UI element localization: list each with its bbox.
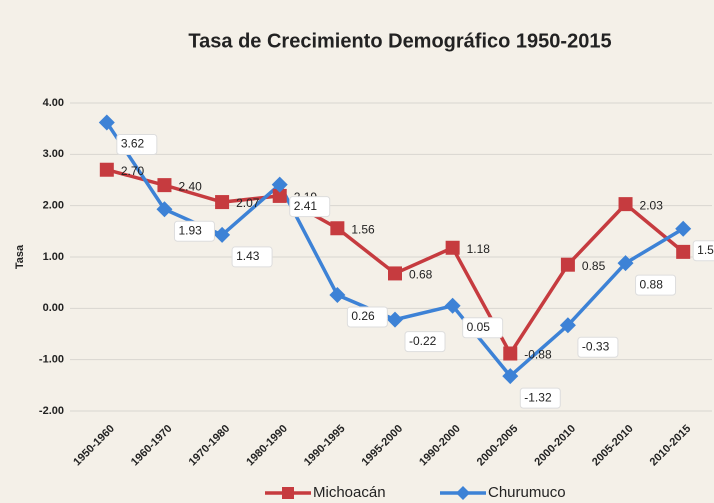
legend-marker [282,487,294,499]
marker [503,346,518,361]
x-tick-label: 2010-2015 [648,423,694,469]
x-tick-label: 1995-2000 [359,423,405,469]
marker [215,195,230,210]
data-label: 1.43 [236,249,260,263]
x-tick-label: 2005-2010 [590,423,636,469]
x-tick-label: 2000-2010 [532,423,578,469]
legend-label: Michoacán [313,484,386,501]
marker [329,286,346,303]
marker [214,226,231,243]
y-tick-label: -1.00 [39,354,64,366]
marker [272,188,287,203]
label-box [462,317,504,339]
y-axis-label: Tasa [14,244,26,269]
y-tick-label: -2.00 [39,405,64,417]
data-label: 1.18 [467,242,491,256]
data-label: 3.62 [121,137,145,151]
marker [502,368,519,385]
label-box [692,240,714,262]
label-box [173,220,215,242]
label-box [116,134,158,156]
x-tick-label: 1950-1960 [71,423,117,469]
x-tick-label: 1960-1970 [129,423,175,469]
data-label: 0.85 [582,259,606,273]
grid [70,102,712,412]
marker [271,176,288,193]
marker [330,221,345,236]
marker [675,220,692,237]
legend-marker [456,486,470,500]
label-box [404,331,446,353]
data-label: 2.70 [121,164,145,178]
marker [157,178,172,193]
data-label: 0.05 [467,320,491,334]
data-label: 1.93 [178,223,202,237]
marker [560,257,575,272]
data-label: 2.41 [294,199,318,213]
data-label: 2.40 [178,179,202,193]
marker [388,266,402,281]
marker [559,317,576,334]
data-label: 0.68 [409,268,433,282]
data-label: 1.56 [351,222,375,236]
x-tick-label: 1990-2000 [417,423,463,469]
y-tick-label: 2.00 [43,200,64,212]
label-box [577,336,619,358]
marker [617,255,634,272]
marker [387,311,403,328]
data-label: 2.03 [640,198,664,212]
marker [444,297,461,314]
x-tick-label: 1990-1995 [302,423,348,469]
label-box [289,196,331,218]
legend-label: Churumuco [488,484,566,501]
marker [99,162,114,177]
y-tick-label: 0.00 [43,302,64,314]
x-tick-label: 2000-2005 [475,423,521,469]
marker [618,197,633,212]
data-label: -1.32 [524,390,552,404]
data-label: -0.88 [524,348,552,362]
marker [98,114,115,131]
label-box [519,387,561,409]
data-label: -0.33 [582,339,610,353]
x-tick-label: 1970-1980 [187,423,233,469]
label-box [231,246,273,268]
label-box [346,306,388,328]
marker [445,240,460,255]
data-label: 0.88 [640,277,664,291]
y-tick-label: 3.00 [43,148,64,160]
data-label: 0.26 [351,309,375,323]
label-box [635,274,677,296]
marker [156,201,173,218]
data-label: 2.07 [236,196,260,210]
marker [676,244,691,259]
data-label: -0.22 [409,334,437,348]
chart-title: Tasa de Crecimiento Demográfico 1950-201… [188,30,611,52]
y-tick-label: 4.00 [43,97,64,109]
data-label: 1.55 [697,243,714,257]
y-tick-label: 1.00 [43,251,64,263]
x-tick-label: 1980-1990 [244,423,290,469]
